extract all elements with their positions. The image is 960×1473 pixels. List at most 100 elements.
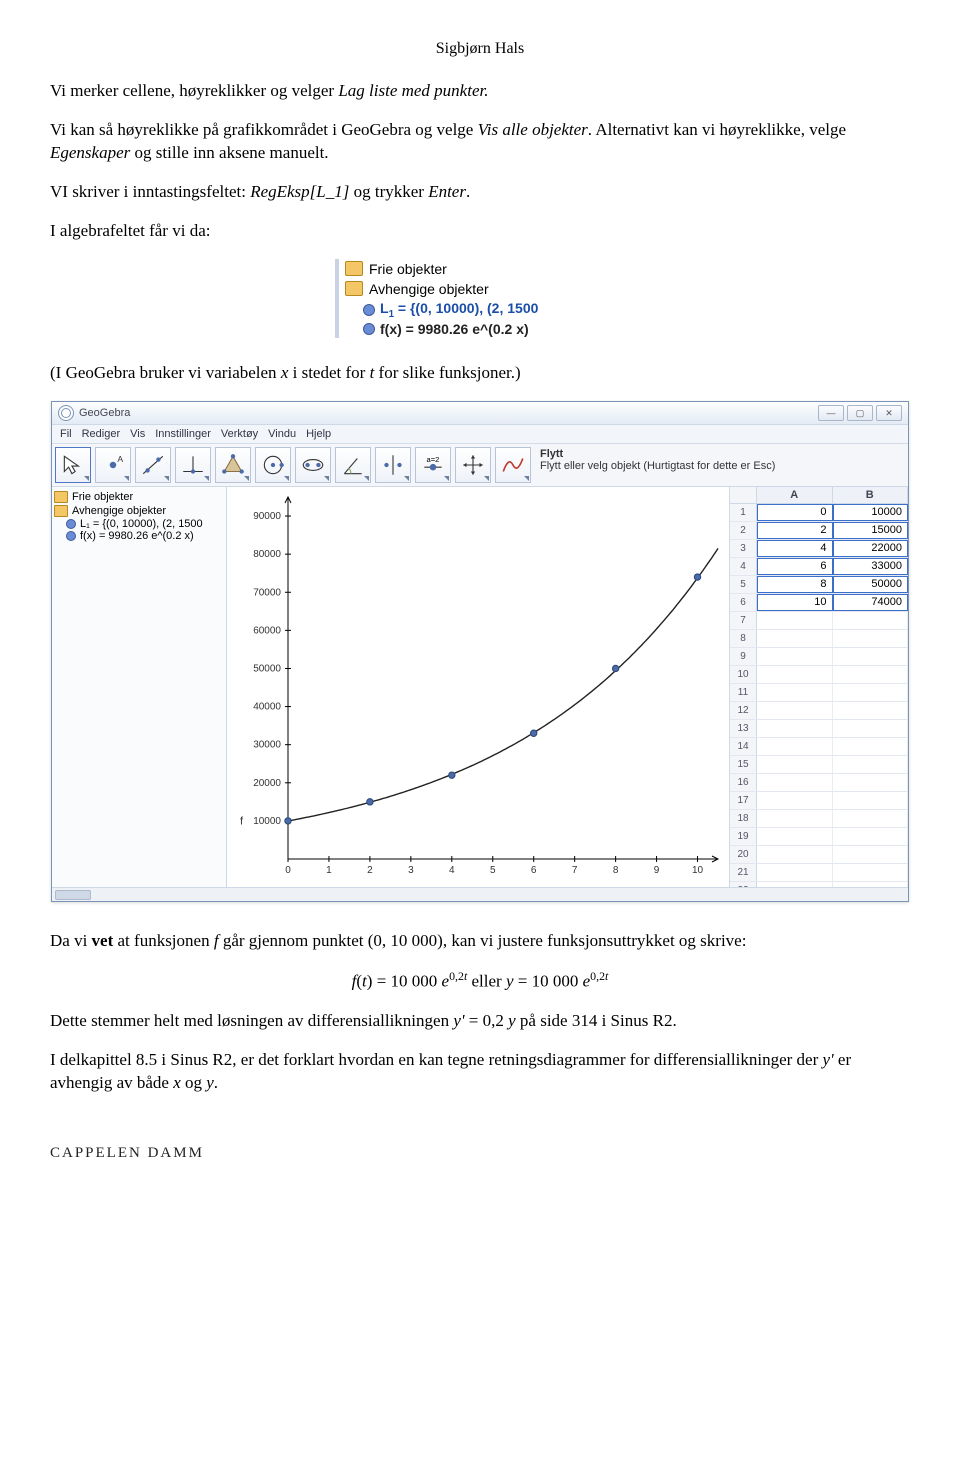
spreadsheet-row[interactable]: 21	[730, 864, 908, 882]
spreadsheet-row[interactable]: 4633000	[730, 558, 908, 576]
spreadsheet-row[interactable]: 18	[730, 810, 908, 828]
spreadsheet-row[interactable]: 7	[730, 612, 908, 630]
cell-B19[interactable]	[833, 828, 909, 845]
horizontal-scrollbar[interactable]	[52, 887, 908, 901]
spreadsheet-row[interactable]: 14	[730, 738, 908, 756]
visibility-dot-icon[interactable]	[66, 531, 76, 541]
tool-line[interactable]	[135, 447, 171, 483]
menu-vis[interactable]: Vis	[130, 428, 145, 440]
minimize-button[interactable]: —	[818, 405, 844, 421]
cell-A3[interactable]: 4	[757, 540, 833, 557]
cell-B2[interactable]: 15000	[833, 522, 909, 539]
cell-A18[interactable]	[757, 810, 833, 827]
tool-slider[interactable]: a=2	[415, 447, 451, 483]
tool-name: Flytt	[540, 448, 900, 460]
cell-A5[interactable]: 8	[757, 576, 833, 593]
cell-A9[interactable]	[757, 648, 833, 665]
cell-B5[interactable]: 50000	[833, 576, 909, 593]
cell-A7[interactable]	[757, 612, 833, 629]
cell-B13[interactable]	[833, 720, 909, 737]
maximize-button[interactable]: ▢	[847, 405, 873, 421]
cell-A8[interactable]	[757, 630, 833, 647]
cell-A22[interactable]	[757, 882, 833, 887]
cell-B15[interactable]	[833, 756, 909, 773]
cell-A17[interactable]	[757, 792, 833, 809]
cell-B1[interactable]: 10000	[833, 504, 909, 521]
spreadsheet-row[interactable]: 12	[730, 702, 908, 720]
tool-polygon[interactable]	[215, 447, 251, 483]
cell-B17[interactable]	[833, 792, 909, 809]
cell-A11[interactable]	[757, 684, 833, 701]
tool-reflect[interactable]	[375, 447, 411, 483]
graphics-view[interactable]: 0123456789101000020000300004000050000600…	[227, 487, 730, 887]
cell-A15[interactable]	[757, 756, 833, 773]
cell-B8[interactable]	[833, 630, 909, 647]
cell-A16[interactable]	[757, 774, 833, 791]
cell-A12[interactable]	[757, 702, 833, 719]
tool-move-view[interactable]	[455, 447, 491, 483]
spreadsheet-row[interactable]: 19	[730, 828, 908, 846]
cell-A6[interactable]: 10	[757, 594, 833, 611]
spreadsheet-view[interactable]: A B 101000022150003422000463300058500006…	[730, 487, 908, 887]
col-B[interactable]: B	[833, 487, 909, 503]
spreadsheet-row[interactable]: 9	[730, 648, 908, 666]
cell-A13[interactable]	[757, 720, 833, 737]
menu-fil[interactable]: Fil	[60, 428, 72, 440]
cell-B10[interactable]	[833, 666, 909, 683]
algebra-entry-L1[interactable]: L₁ = {(0, 10000), (2, 1500	[54, 518, 224, 530]
tool-move[interactable]	[55, 447, 91, 483]
cell-A1[interactable]: 0	[757, 504, 833, 521]
cell-A19[interactable]	[757, 828, 833, 845]
algebra-entry-fx[interactable]: f(x) = 9980.26 e^(0.2 x)	[54, 530, 224, 542]
cell-A20[interactable]	[757, 846, 833, 863]
spreadsheet-row[interactable]: 10	[730, 666, 908, 684]
close-button[interactable]: ✕	[876, 405, 902, 421]
tool-circle[interactable]	[255, 447, 291, 483]
menu-hjelp[interactable]: Hjelp	[306, 428, 331, 440]
cell-A4[interactable]: 6	[757, 558, 833, 575]
cell-B12[interactable]	[833, 702, 909, 719]
spreadsheet-row[interactable]: 13	[730, 720, 908, 738]
cell-A2[interactable]: 2	[757, 522, 833, 539]
spreadsheet-row[interactable]: 8	[730, 630, 908, 648]
spreadsheet-row[interactable]: 11	[730, 684, 908, 702]
tool-perpendicular[interactable]	[175, 447, 211, 483]
spreadsheet-row[interactable]: 16	[730, 774, 908, 792]
cell-B6[interactable]: 74000	[833, 594, 909, 611]
cell-A10[interactable]	[757, 666, 833, 683]
cell-B18[interactable]	[833, 810, 909, 827]
tool-function-inspector[interactable]	[495, 447, 531, 483]
menu-innstillinger[interactable]: Innstillinger	[155, 428, 211, 440]
spreadsheet-row[interactable]: 15	[730, 756, 908, 774]
visibility-dot-icon[interactable]	[66, 519, 76, 529]
spreadsheet-row[interactable]: 1010000	[730, 504, 908, 522]
tool-angle[interactable]	[335, 447, 371, 483]
spreadsheet-row[interactable]: 22	[730, 882, 908, 887]
spreadsheet-row[interactable]: 61074000	[730, 594, 908, 612]
col-A[interactable]: A	[757, 487, 833, 503]
spreadsheet-row[interactable]: 3422000	[730, 540, 908, 558]
cell-B14[interactable]	[833, 738, 909, 755]
cell-B9[interactable]	[833, 648, 909, 665]
menu-verktoy[interactable]: Verktøy	[221, 428, 258, 440]
spreadsheet-row[interactable]: 20	[730, 846, 908, 864]
cell-B21[interactable]	[833, 864, 909, 881]
cell-A21[interactable]	[757, 864, 833, 881]
scrollbar-thumb[interactable]	[55, 890, 91, 900]
menu-rediger[interactable]: Rediger	[82, 428, 121, 440]
cell-B16[interactable]	[833, 774, 909, 791]
spreadsheet-row[interactable]: 17	[730, 792, 908, 810]
cell-B22[interactable]	[833, 882, 909, 887]
spreadsheet-row[interactable]: 5850000	[730, 576, 908, 594]
cell-B20[interactable]	[833, 846, 909, 863]
menu-vindu[interactable]: Vindu	[268, 428, 296, 440]
tool-point[interactable]: A	[95, 447, 131, 483]
cell-B11[interactable]	[833, 684, 909, 701]
algebra-view[interactable]: Frie objekter Avhengige objekter L₁ = {(…	[52, 487, 227, 887]
tool-ellipse[interactable]	[295, 447, 331, 483]
cell-B4[interactable]: 33000	[833, 558, 909, 575]
cell-A14[interactable]	[757, 738, 833, 755]
cell-B7[interactable]	[833, 612, 909, 629]
cell-B3[interactable]: 22000	[833, 540, 909, 557]
spreadsheet-row[interactable]: 2215000	[730, 522, 908, 540]
